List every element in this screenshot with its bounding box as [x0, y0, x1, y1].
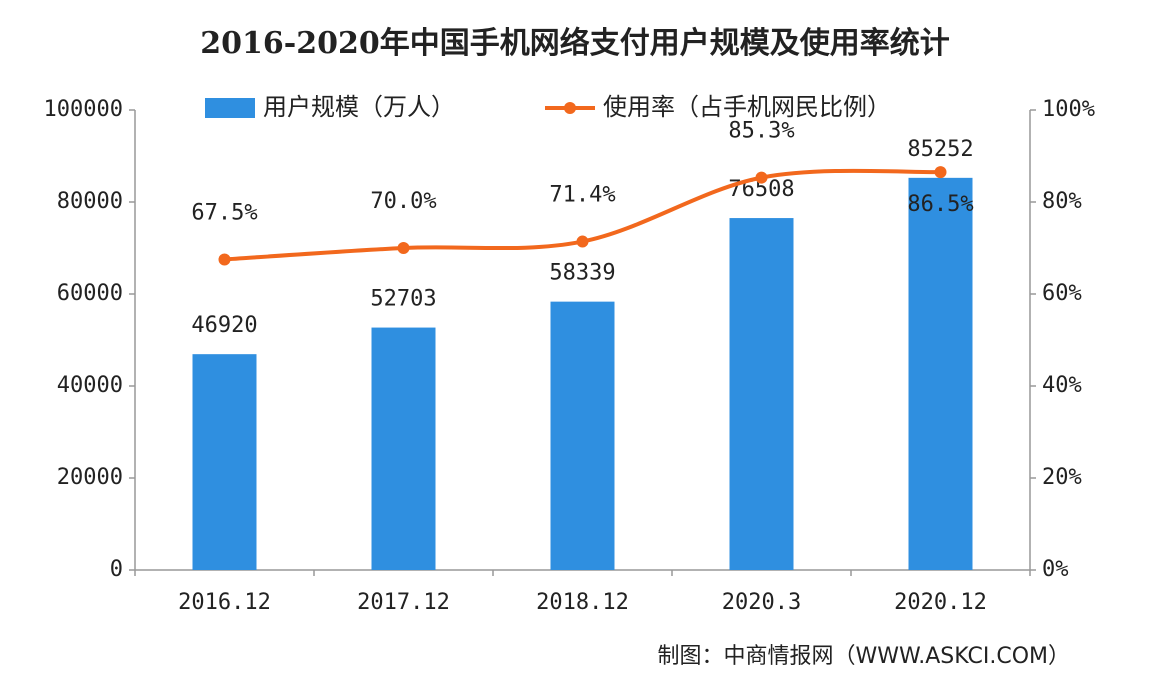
line-point	[755, 171, 768, 184]
bar-value-label: 85252	[907, 137, 973, 162]
legend-label: 用户规模（万人）	[263, 93, 455, 121]
bar	[729, 218, 794, 570]
y2-tick-label: 100%	[1042, 97, 1095, 122]
x-tick-label: 2020.3	[722, 590, 801, 615]
y-tick-label: 40000	[57, 373, 123, 398]
bar	[550, 301, 615, 570]
bar-value-label: 52703	[370, 287, 436, 312]
line-value-label: 85.3%	[728, 119, 794, 144]
x-tick-label: 2018.12	[536, 590, 629, 615]
y2-tick-label: 0%	[1042, 557, 1069, 582]
y2-tick-label: 60%	[1042, 281, 1082, 306]
line-value-label: 86.5%	[907, 192, 973, 217]
bar-value-label: 58339	[549, 261, 615, 286]
line-value-label: 70.0%	[370, 189, 436, 214]
y2-tick-label: 20%	[1042, 465, 1082, 490]
source: 制图：中商情报网（WWW.ASKCI.COM）	[658, 644, 1070, 669]
line-point	[576, 235, 589, 248]
x-tick-label: 2020.12	[894, 590, 987, 615]
bar	[908, 177, 973, 570]
legend-swatch	[205, 98, 255, 118]
line-value-label: 67.5%	[191, 201, 257, 226]
y2-tick-label: 80%	[1042, 189, 1082, 214]
bar	[192, 354, 257, 570]
legend-label: 使用率（占手机网民比例）	[603, 93, 891, 121]
y-tick-label: 0	[110, 557, 123, 582]
y2-tick-label: 40%	[1042, 373, 1082, 398]
legend-swatch	[564, 102, 576, 114]
x-tick-label: 2016.12	[178, 590, 271, 615]
y-tick-label: 60000	[57, 281, 123, 306]
bar-value-label: 46920	[191, 313, 257, 338]
line-point	[934, 166, 947, 179]
y-tick-label: 20000	[57, 465, 123, 490]
x-tick-label: 2017.12	[357, 590, 450, 615]
line-value-label: 71.4%	[549, 183, 615, 208]
chart-title: 2016-2020年中国手机网络支付用户规模及使用率统计	[200, 26, 949, 61]
y-tick-label: 80000	[57, 189, 123, 214]
line-point	[397, 242, 410, 254]
bar	[371, 327, 436, 570]
line-point	[218, 253, 231, 266]
y-tick-label: 100000	[44, 97, 123, 122]
